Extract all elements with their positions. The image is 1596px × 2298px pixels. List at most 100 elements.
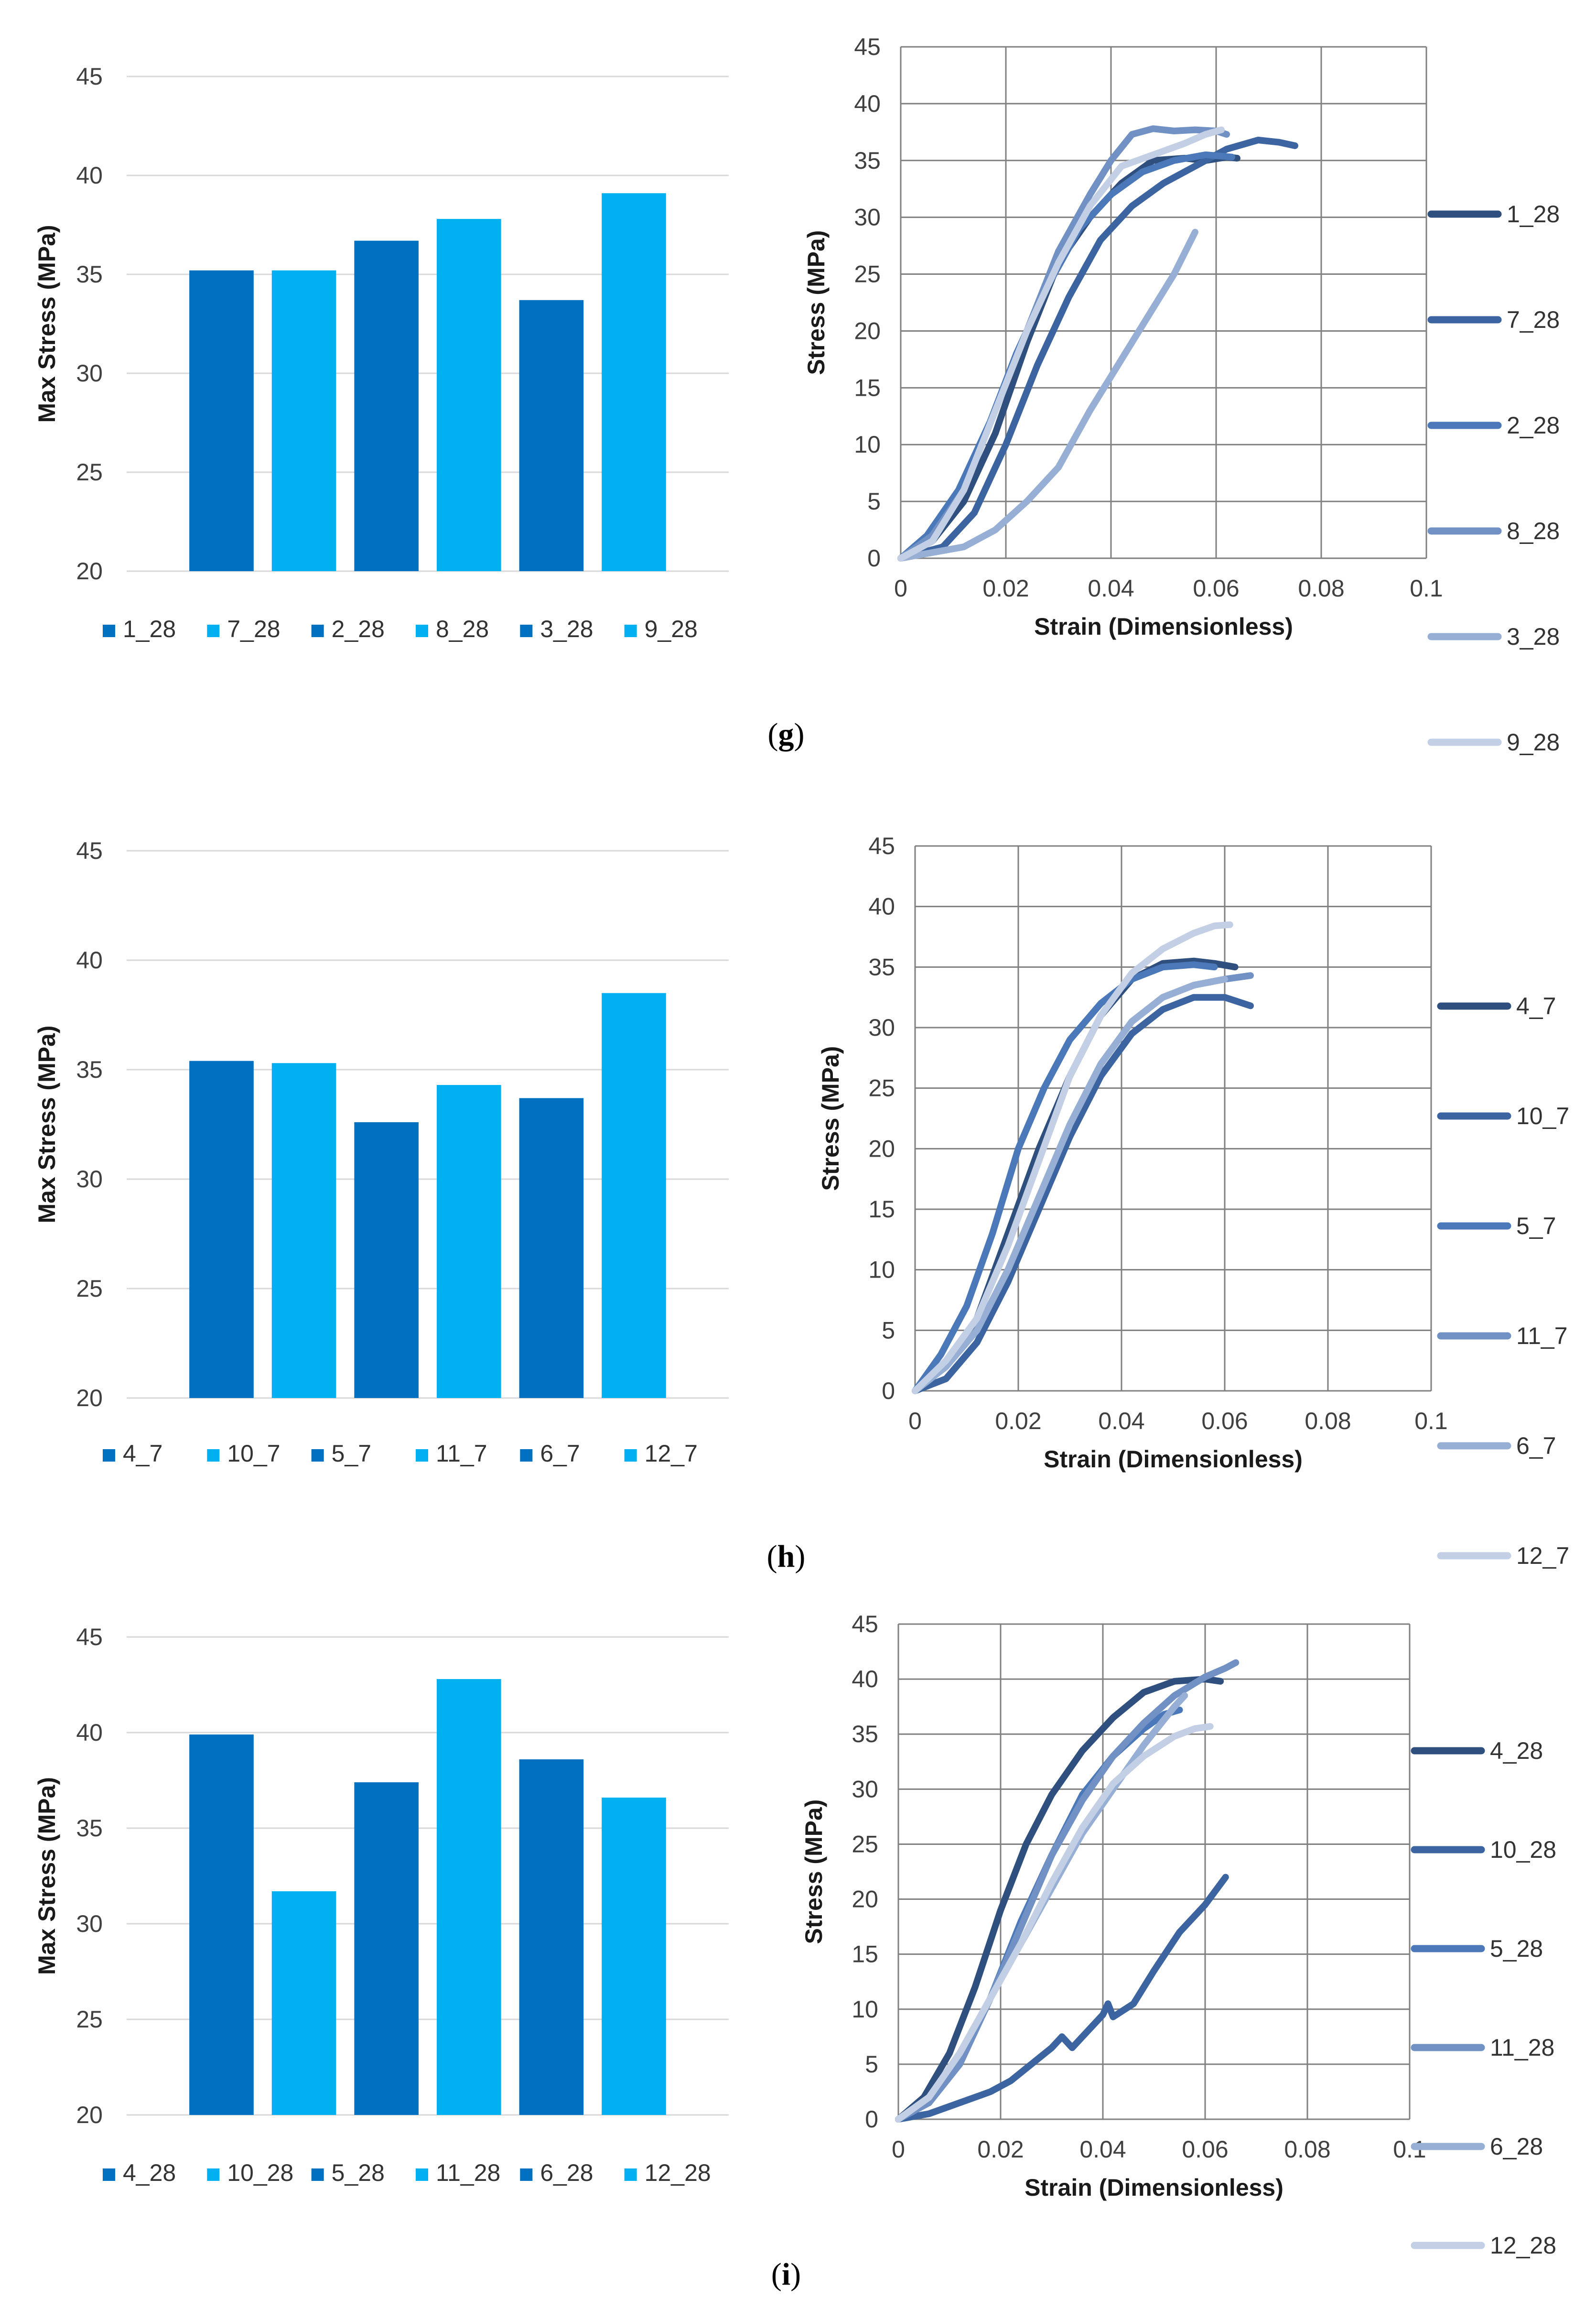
series-line-10_28 — [895, 1874, 1229, 2123]
y-tick-label: 20 — [76, 1385, 103, 1411]
y-tick-label: 30 — [76, 1166, 103, 1192]
y-axis-title: Stress (MPa) — [803, 230, 830, 375]
legend-swatch — [624, 1449, 637, 1462]
y-tick-label: 45 — [76, 63, 103, 90]
y-tick-label: 40 — [76, 162, 103, 189]
legend-label-7_28: 7_28 — [227, 616, 280, 642]
bar-chart-bar_g: 20 25 30 35 40 45 Max Stress (MPa) 1_28 7_28 2_28… — [33, 63, 729, 642]
y-tick-label: 25 — [76, 1275, 103, 1302]
legend-swatch — [103, 1449, 115, 1462]
legend-label-5_28: 5_28 — [1490, 1935, 1543, 1962]
bar-7_28 — [271, 270, 336, 571]
legend-label-10_28: 10_28 — [227, 2159, 293, 2186]
bar-4_7 — [189, 1061, 254, 1398]
legend-swatch — [520, 625, 533, 637]
legend-swatch — [311, 625, 324, 637]
legend-swatch — [311, 1449, 324, 1462]
y-tick-label: 30 — [76, 1910, 103, 1937]
y-tick-label: 40 — [868, 893, 895, 920]
y-tick-label: 20 — [868, 1135, 895, 1162]
legend-label-10_7: 10_7 — [227, 1440, 280, 1467]
legend-swatch — [520, 1449, 533, 1462]
y-tick-label: 30 — [868, 1014, 895, 1041]
y-tick-label: 5 — [882, 1317, 895, 1344]
bar-8_28 — [436, 219, 501, 572]
legend-label-9_28: 9_28 — [1507, 729, 1560, 756]
y-tick-label: 25 — [868, 1075, 895, 1102]
series-line-12_7 — [912, 921, 1233, 1394]
y-tick-label: 20 — [854, 317, 881, 344]
x-tick-label: 0.04 — [1088, 575, 1134, 602]
panel-label-open: ( — [768, 717, 778, 752]
bar-1_28 — [189, 270, 254, 571]
series-line-7_28 — [897, 137, 1298, 562]
y-tick-label: 35 — [854, 147, 881, 174]
legend-swatch — [624, 625, 637, 637]
legend-label-6_28: 6_28 — [1490, 2133, 1543, 2160]
series-line-9_28 — [897, 126, 1225, 562]
x-tick-label: 0.06 — [1201, 1408, 1248, 1434]
bar-2_28 — [354, 240, 419, 571]
panel-label-g: (g) — [768, 717, 805, 752]
legend-swatch — [520, 2168, 533, 2181]
y-tick-label: 5 — [865, 2051, 878, 2078]
legend-label-6_28: 6_28 — [540, 2159, 593, 2186]
y-tick-label: 40 — [76, 1719, 103, 1746]
x-tick-label: 0.08 — [1305, 1408, 1351, 1434]
x-tick-label: 0.02 — [977, 2136, 1024, 2163]
y-tick-label: 25 — [76, 459, 103, 486]
legend-label-11_28: 11_28 — [1490, 2034, 1554, 2061]
legend-swatch — [103, 625, 115, 637]
legend-label-3_28: 3_28 — [1507, 623, 1560, 650]
x-axis-title: Strain (Dimensionless) — [1024, 2174, 1283, 2201]
panel-label-letter: i — [782, 2257, 790, 2292]
legend-swatch — [416, 1449, 428, 1462]
bar-chart-bar_h: 20 25 30 35 40 45 Max Stress (MPa) 4_7 10_7 5_7 11… — [33, 837, 729, 1467]
x-tick-label: 0 — [894, 575, 907, 602]
legend-swatch — [416, 625, 428, 637]
y-tick-label: 40 — [852, 1666, 878, 1692]
panel-label-h: (h) — [767, 1539, 806, 1574]
y-tick-label: 15 — [854, 374, 881, 401]
x-axis-title: Strain (Dimensionless) — [1044, 1446, 1303, 1473]
x-tick-label: 0.04 — [1079, 2136, 1126, 2163]
y-tick-label: 10 — [868, 1257, 895, 1283]
series-line-8_28 — [897, 125, 1230, 562]
bar-5_7 — [354, 1122, 419, 1398]
y-tick-label: 25 — [852, 1831, 878, 1857]
x-tick-label: 0.06 — [1182, 2136, 1228, 2163]
y-tick-label: 15 — [868, 1196, 895, 1223]
line-chart-line_h: 0 5 10 15 20 25 30 35 40 45 0 0.02 0.04 0.06 0.08 0.1 St… — [817, 833, 1569, 1569]
panel-label-close: ) — [795, 1539, 805, 1574]
bar-11_7 — [436, 1085, 501, 1398]
series-line-11_28 — [895, 1659, 1240, 2123]
legend-label-11_28: 11_28 — [436, 2159, 500, 2186]
legend-label-12_7: 12_7 — [645, 1440, 698, 1467]
bar-4_28 — [189, 1734, 254, 2115]
legend-label-10_7: 10_7 — [1516, 1103, 1569, 1129]
x-tick-label: 0.02 — [982, 575, 1029, 602]
legend-label-2_28: 2_28 — [1507, 412, 1560, 439]
x-tick-label: 0.1 — [1414, 1408, 1448, 1434]
x-axis-title: Strain (Dimensionless) — [1034, 613, 1293, 640]
y-tick-label: 30 — [852, 1776, 878, 1802]
y-tick-label: 35 — [76, 1815, 103, 1842]
panel-label-open: ( — [771, 2257, 782, 2292]
series-line-12_28 — [895, 1723, 1214, 2123]
legend-label-12_28: 12_28 — [1490, 2232, 1556, 2259]
legend-label-5_7: 5_7 — [1516, 1213, 1556, 1239]
legend-label-11_7: 11_7 — [1516, 1322, 1568, 1349]
legend-label-1_28: 1_28 — [1507, 201, 1560, 228]
y-tick-label: 35 — [76, 1056, 103, 1083]
legend-label-8_28: 8_28 — [436, 616, 489, 642]
y-tick-label: 45 — [852, 1611, 878, 1637]
series-line-2_28 — [897, 151, 1235, 562]
y-tick-label: 0 — [867, 545, 881, 572]
series-line-4_28 — [895, 1676, 1224, 2123]
legend-swatch — [207, 2168, 220, 2181]
x-tick-label: 0.08 — [1284, 2136, 1330, 2163]
legend-swatch — [207, 1449, 220, 1462]
legend-label-4_28: 4_28 — [1490, 1737, 1543, 1764]
y-tick-label: 30 — [854, 204, 881, 231]
